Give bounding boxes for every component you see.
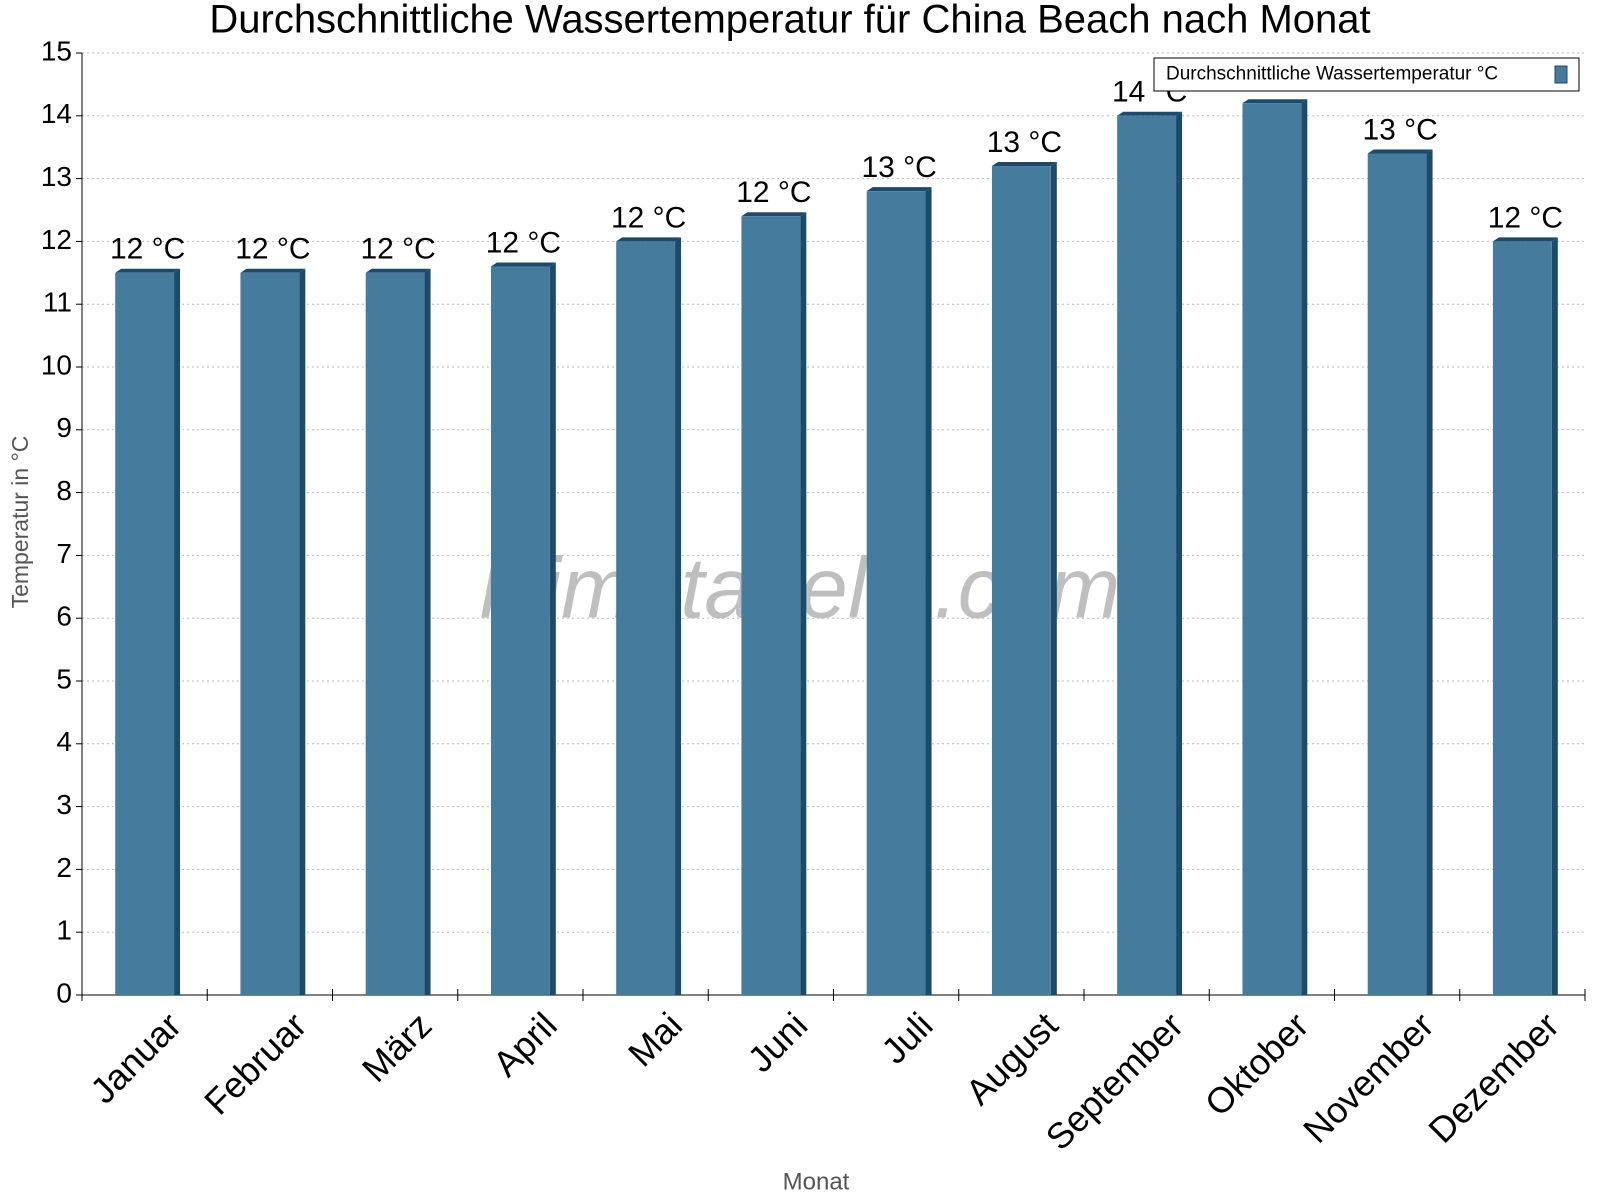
y-axis-title: Temperatur in °C (7, 436, 33, 609)
bar-side (675, 237, 682, 995)
x-tick-label: März (354, 1004, 440, 1090)
bar-top (365, 268, 431, 273)
x-tick-label: August (958, 1004, 1066, 1112)
value-label: 12 °C (110, 233, 185, 266)
y-tick-label: 13 (41, 161, 72, 192)
y-tick-label: 8 (56, 475, 72, 506)
value-label: 13 °C (1362, 113, 1437, 146)
bar (1367, 153, 1427, 996)
bar-top (616, 237, 682, 242)
bar-side (424, 268, 431, 995)
y-tick-label: 6 (56, 601, 72, 632)
bar (1492, 241, 1552, 995)
y-tick-label: 12 (41, 224, 72, 255)
y-tick-label: 3 (56, 789, 72, 820)
y-tick-label: 15 (41, 35, 72, 66)
bar-top (1492, 237, 1558, 242)
bar (616, 241, 676, 995)
bar-side (1301, 99, 1308, 996)
x-tick-label: April (485, 1004, 565, 1084)
value-label: 12 °C (736, 176, 811, 209)
bar-side (800, 212, 807, 995)
bar-side (1176, 111, 1183, 996)
x-tick-label: Dezember (1420, 1004, 1566, 1150)
legend: Durchschnittliche Wassertemperatur °C (1153, 57, 1580, 92)
x-axis-title: Monat (783, 1168, 850, 1195)
bar-top (490, 262, 556, 267)
y-tick-label: 7 (56, 538, 72, 569)
value-label: 12 °C (486, 226, 561, 259)
bar (490, 266, 550, 995)
bar-top (1117, 111, 1183, 116)
bar (866, 191, 926, 995)
bar-top (1242, 99, 1308, 104)
legend-label: Durchschnittliche Wassertemperatur °C (1166, 64, 1498, 85)
value-label: 12 °C (611, 201, 686, 234)
x-tick-label: Februar (196, 1004, 314, 1122)
value-label: 12 °C (235, 233, 310, 266)
bar (240, 272, 300, 995)
bar-side (174, 268, 181, 995)
x-tick-label: Mai (620, 1004, 690, 1074)
bar (991, 166, 1051, 996)
value-label: 12 °C (360, 233, 435, 266)
bar-side (925, 187, 932, 995)
x-tick-label: Juni (740, 1004, 816, 1080)
bar-top (991, 162, 1057, 167)
bar (365, 272, 425, 995)
y-tick-label: 9 (56, 412, 72, 443)
bar-side (549, 262, 556, 995)
bar-side (1050, 162, 1057, 996)
value-label: 12 °C (1488, 201, 1563, 234)
x-tick-label: Januar (82, 1004, 189, 1111)
bar (1242, 103, 1302, 996)
x-tick-label: September (1037, 1004, 1191, 1158)
y-tick-label: 10 (41, 349, 72, 380)
bar-side (1551, 237, 1558, 995)
legend-box (1153, 57, 1580, 92)
bar (1117, 115, 1177, 996)
y-tick-label: 0 (56, 977, 72, 1008)
bar-side (1426, 149, 1433, 996)
y-tick-label: 11 (43, 287, 72, 318)
bar-top (741, 212, 807, 217)
y-tick-label: 1 (56, 915, 72, 946)
bar-top (1367, 149, 1433, 154)
y-tick-label: 4 (56, 726, 72, 757)
bar (115, 272, 175, 995)
y-tick-label: 2 (56, 852, 72, 883)
value-label: 13 °C (861, 151, 936, 184)
legend-swatch (1554, 65, 1568, 84)
chart-title: Durchschnittliche Wassertemperatur für C… (209, 0, 1370, 42)
y-tick-label: 14 (41, 98, 72, 129)
y-tick-label: 5 (56, 663, 72, 694)
bar-top (240, 268, 306, 273)
x-tick-label: Juli (873, 1004, 940, 1071)
value-label: 13 °C (987, 126, 1062, 159)
bar (741, 216, 801, 995)
x-tick-label: November (1295, 1004, 1441, 1150)
bar-side (299, 268, 306, 995)
x-tick-label: Oktober (1197, 1004, 1317, 1124)
bar-top (115, 268, 181, 273)
bar-top (866, 187, 932, 192)
